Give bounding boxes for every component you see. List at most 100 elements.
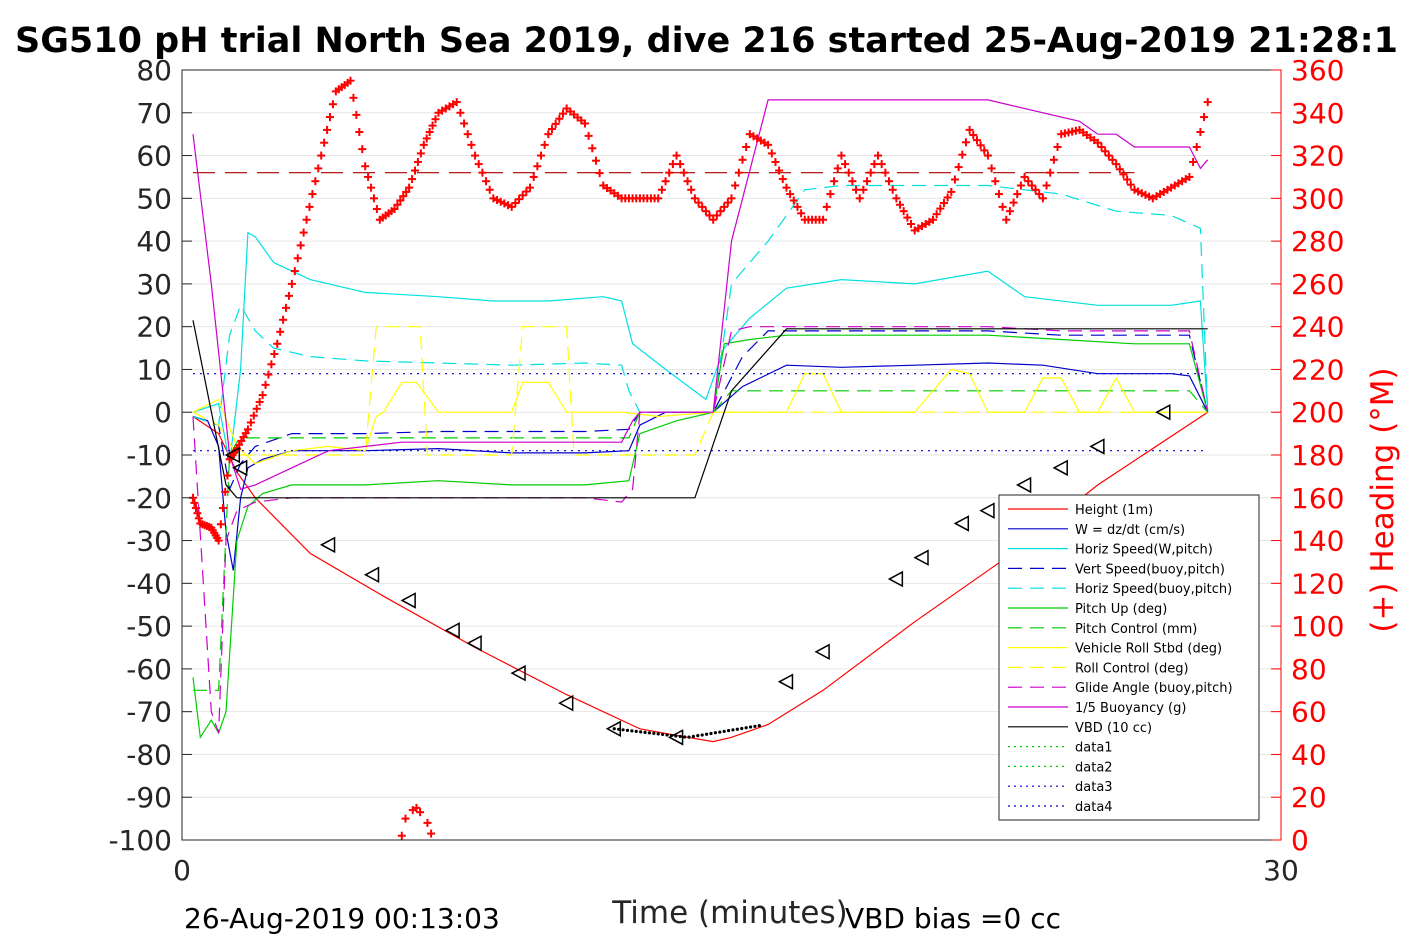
heading-point <box>899 207 908 216</box>
heading-point <box>427 829 436 838</box>
legend-label-horiz_w: Horiz Speed(W,pitch) <box>1075 543 1213 558</box>
heading-point <box>425 128 434 137</box>
heading-point <box>764 140 773 149</box>
bottom-point <box>722 729 726 733</box>
heading-point <box>216 520 225 529</box>
y-tick-label: -40 <box>126 567 172 600</box>
heading-point <box>863 177 872 186</box>
legend-label-glide: Glide Angle (buoy,pitch) <box>1075 681 1233 696</box>
heading-point <box>888 185 897 194</box>
heading-point <box>214 536 223 545</box>
y-right-tick-label: 140 <box>1291 525 1344 558</box>
heading-point <box>1119 170 1128 179</box>
heading-point <box>369 194 378 203</box>
heading-point <box>551 119 560 128</box>
heading-point <box>1053 143 1062 151</box>
heading-point <box>299 228 308 237</box>
bottom-point <box>748 725 753 729</box>
y-tick-label: -70 <box>126 696 172 729</box>
heading-point <box>540 140 549 149</box>
series-layer <box>192 99 1209 743</box>
heading-point <box>399 192 408 201</box>
series-vbd <box>192 320 1208 499</box>
y-tick-label: 0 <box>154 396 172 429</box>
heading-point <box>249 411 258 420</box>
legend-label-height: Height (1m) <box>1075 503 1153 518</box>
heading-point <box>1203 98 1212 107</box>
heading-point <box>782 183 791 192</box>
heading-point <box>485 185 494 194</box>
heading-point <box>1126 180 1135 189</box>
dive-marker <box>887 570 904 588</box>
dive-marker <box>466 634 482 652</box>
heading-point <box>467 140 476 149</box>
x-tick-label: 0 <box>173 854 191 887</box>
heading-point <box>478 168 487 177</box>
heading-point <box>416 808 425 817</box>
heading-point <box>767 149 776 158</box>
heading-point <box>1112 160 1121 169</box>
y-tick-label: -10 <box>126 439 172 472</box>
y-tick-label: -20 <box>126 482 172 515</box>
heading-point <box>1046 168 1055 177</box>
bottom-point <box>678 734 682 739</box>
heading-point <box>939 199 948 208</box>
bottom-point <box>744 726 748 730</box>
x-tick-label: 30 <box>1263 854 1299 887</box>
heading-point <box>452 98 461 107</box>
dive-marker <box>814 643 830 661</box>
heading-point <box>408 175 417 184</box>
heading-point <box>771 157 780 166</box>
y-right-tick-label: 300 <box>1291 182 1344 215</box>
heading-point <box>328 100 337 109</box>
heading-point <box>833 164 842 173</box>
heading-point <box>723 198 732 207</box>
heading-point <box>282 303 291 312</box>
heading-point <box>423 818 432 827</box>
heading-point <box>413 157 422 166</box>
heading-point <box>252 404 261 413</box>
bottom-point <box>630 729 634 733</box>
bottom-point <box>696 734 700 738</box>
heading-point <box>961 138 970 147</box>
y-right-tick-label: 340 <box>1291 97 1344 130</box>
heading-point <box>194 514 203 523</box>
legend-label-data2: data2 <box>1075 760 1113 775</box>
heading-point <box>683 177 692 186</box>
heading-point <box>775 166 784 175</box>
heading-point <box>690 194 699 203</box>
dive-marker <box>979 502 995 519</box>
bottom-point <box>726 729 731 733</box>
bottom-point <box>625 728 630 732</box>
heading-point <box>727 194 736 203</box>
heading-point <box>965 125 974 134</box>
heading-point <box>709 215 718 224</box>
heading-point <box>716 207 725 216</box>
heading-point <box>558 109 567 118</box>
heading-point <box>1020 172 1029 181</box>
y-right-tick-label: 220 <box>1291 353 1344 386</box>
dive-marker <box>667 729 684 746</box>
heading-point <box>267 360 276 369</box>
heading-point <box>419 140 428 149</box>
heading-point <box>976 141 985 150</box>
heading-point <box>431 115 440 124</box>
heading-point <box>296 241 305 250</box>
legend-label-roll: Vehicle Roll Stbd (deg) <box>1075 642 1222 657</box>
heading-point <box>471 151 480 160</box>
heading-point <box>991 177 1000 186</box>
heading-point <box>874 151 883 160</box>
heading-point <box>261 380 270 389</box>
heading-point <box>358 145 367 154</box>
bottom-point <box>647 731 652 735</box>
heading-point <box>672 151 681 160</box>
heading-point <box>1024 177 1033 186</box>
heading-point <box>679 168 688 177</box>
dive-marker <box>913 549 929 566</box>
bottom-point <box>656 732 660 736</box>
bottom-point <box>643 730 647 734</box>
heading-point <box>983 151 992 160</box>
y-right-tick-label: 160 <box>1291 482 1344 515</box>
y-tick-label: 50 <box>136 182 172 215</box>
heading-point <box>1192 143 1201 151</box>
